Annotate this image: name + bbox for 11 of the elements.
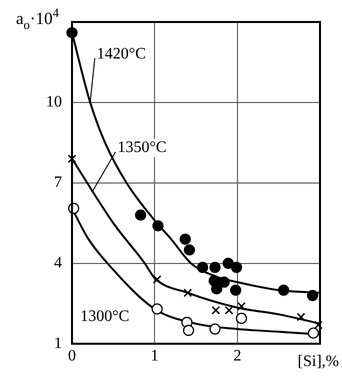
series-label: 1300°C [80, 308, 130, 326]
x-tick-label: 0 [68, 348, 76, 365]
x-tick-label: 1 [150, 348, 159, 365]
x-tick-label: 2 [233, 348, 242, 365]
x-axis-title: [Si],% [298, 352, 339, 370]
y-tick-label: 4 [54, 254, 62, 272]
y-tick-label: 7 [54, 174, 62, 192]
y-tick-label: 10 [46, 94, 62, 111]
text: 1350°C [117, 139, 167, 156]
y-tick-label: 1 [54, 335, 62, 352]
series-label: 1420°C [96, 45, 146, 62]
